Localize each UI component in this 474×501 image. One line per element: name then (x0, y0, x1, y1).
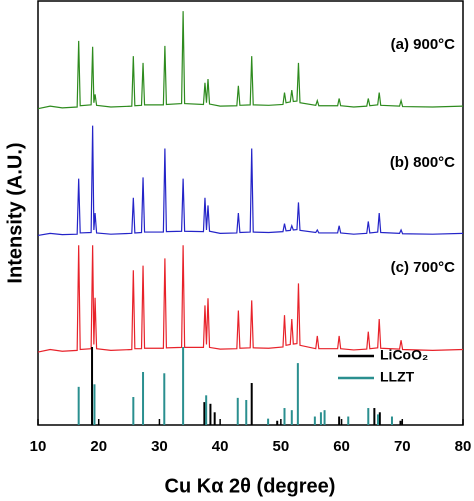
x-tick-label: 30 (151, 438, 168, 455)
pattern-line (37, 11, 464, 110)
x-tick-label: 40 (212, 438, 229, 455)
series-label: (c) 700°C (391, 259, 456, 276)
x-tick-label: 60 (333, 438, 350, 455)
legend-label: LLZT (380, 369, 415, 385)
x-axis-title: Cu Kα 2θ (degree) (165, 475, 336, 497)
y-axis-title: Intensity (A.U.) (4, 142, 26, 283)
pattern-line (37, 245, 464, 353)
x-tick-label: 70 (394, 438, 411, 455)
x-tick-label: 10 (30, 438, 47, 455)
series-label: (a) 900°C (391, 36, 456, 53)
x-tick-label: 50 (273, 438, 290, 455)
legend-label: LiCoO₂ (380, 347, 428, 363)
pattern-line (37, 125, 464, 237)
x-tick-label: 80 (455, 438, 472, 455)
plot-frame (37, 0, 464, 426)
x-tick-label: 20 (90, 438, 107, 455)
series-label: (b) 800°C (390, 154, 455, 171)
